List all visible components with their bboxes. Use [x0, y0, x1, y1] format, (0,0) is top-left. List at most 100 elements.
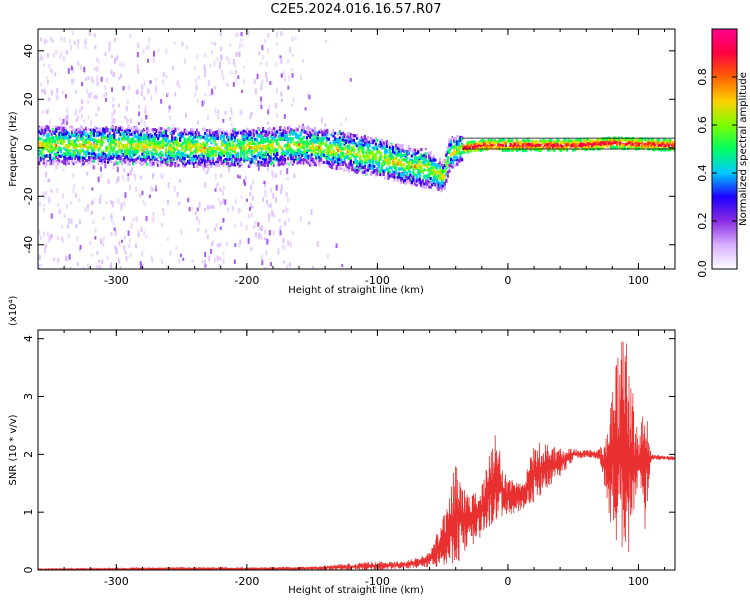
heatmap-cell	[88, 137, 91, 141]
heatmap-cell	[401, 172, 404, 176]
heatmap-cell	[379, 170, 382, 174]
heatmap-cell	[307, 161, 310, 165]
heatmap-speckle	[225, 241, 228, 247]
heatmap-cell	[128, 163, 132, 167]
heatmap-speckle	[133, 172, 136, 177]
heatmap-cell	[204, 146, 207, 150]
heatmap-cell	[362, 171, 365, 175]
heatmap-cell	[236, 127, 240, 131]
heatmap-cell	[459, 151, 462, 155]
heatmap-speckle	[84, 39, 87, 45]
heatmap-cell	[428, 151, 431, 155]
heatmap-cell	[507, 148, 511, 152]
heatmap-cell	[183, 149, 186, 153]
heatmap-cell	[504, 141, 507, 145]
heatmap-cell	[426, 165, 429, 169]
heatmap-speckle	[122, 86, 125, 91]
heatmap-speckle	[302, 123, 305, 129]
heatmap-cell	[233, 163, 236, 167]
heatmap-cell	[365, 151, 368, 155]
heatmap-speckle	[222, 258, 225, 264]
heatmap-cell	[410, 158, 414, 162]
heatmap-cell	[431, 155, 434, 159]
heatmap-cell	[379, 157, 382, 161]
heatmap-cell	[225, 144, 229, 148]
heatmap-cell	[437, 172, 440, 176]
heatmap-cell	[387, 160, 390, 164]
heatmap-speckle	[287, 59, 290, 64]
heatmap-cell	[413, 173, 417, 177]
heatmap-cell	[307, 159, 310, 163]
heatmap-cell	[121, 126, 124, 130]
heatmap-cell	[301, 153, 304, 157]
heatmap-cell	[163, 157, 166, 161]
heatmap-speckle	[152, 217, 155, 223]
heatmap-cell	[323, 160, 326, 164]
heatmap-cell	[359, 139, 362, 143]
heatmap-speckle	[217, 197, 220, 201]
heatmap-cell	[213, 127, 216, 131]
heatmap-cell	[421, 183, 424, 187]
heatmap-cell	[482, 146, 486, 150]
heatmap-cell	[340, 167, 343, 171]
heatmap-cell	[276, 157, 279, 161]
heatmap-speckle	[70, 218, 73, 224]
heatmap-cell	[147, 129, 150, 133]
heatmap-cell	[191, 132, 194, 136]
heatmap-cell	[539, 143, 542, 147]
heatmap-cell	[359, 153, 362, 157]
heatmap-cell	[58, 132, 61, 136]
heatmap-cell	[376, 145, 379, 149]
heatmap-cell	[64, 156, 67, 160]
heatmap-cell	[316, 164, 320, 168]
heatmap-speckle	[76, 236, 79, 242]
heatmap-cell	[95, 128, 99, 132]
heatmap-cell	[199, 142, 202, 146]
heatmap-cell	[215, 130, 218, 134]
heatmap-cell	[169, 140, 172, 144]
heatmap-cell	[335, 138, 338, 142]
heatmap-cell	[371, 139, 374, 143]
heatmap-cell	[288, 148, 291, 152]
heatmap-cell	[412, 177, 415, 181]
heatmap-cell	[399, 173, 403, 177]
heatmap-cell	[545, 142, 548, 146]
heatmap-cell	[276, 148, 279, 152]
heatmap-cell	[122, 146, 125, 150]
heatmap-cell	[229, 132, 232, 136]
heatmap-cell	[287, 157, 290, 161]
heatmap-cell	[45, 159, 49, 163]
heatmap-cell	[48, 153, 52, 157]
heatmap-cell	[47, 139, 50, 143]
heatmap-cell	[335, 166, 338, 170]
heatmap-cell	[191, 163, 194, 167]
heatmap-speckle	[92, 140, 95, 145]
heatmap-cell	[121, 144, 124, 148]
heatmap-speckle	[287, 218, 290, 222]
heatmap-cell	[45, 162, 49, 166]
heatmap-speckle	[260, 105, 263, 109]
heatmap-cell	[122, 158, 125, 162]
heatmap-cell	[536, 140, 539, 144]
heatmap-cell	[355, 170, 359, 174]
heatmap-cell	[326, 161, 329, 165]
heatmap-speckle	[146, 114, 149, 120]
heatmap-cell	[92, 161, 96, 165]
heatmap-cell	[233, 160, 236, 164]
heatmap-cell	[80, 143, 83, 147]
heatmap-cell	[310, 157, 313, 161]
heatmap-speckle	[66, 107, 69, 114]
heatmap-cell	[52, 131, 55, 135]
heatmap-cell	[249, 132, 252, 136]
heatmap-speckle	[232, 59, 235, 65]
heatmap-cell	[374, 168, 377, 172]
heatmap-speckle	[234, 63, 237, 68]
heatmap-cell	[473, 140, 476, 144]
heatmap-cell	[376, 166, 379, 170]
heatmap-cell	[251, 147, 254, 151]
heatmap-speckle	[210, 88, 213, 95]
heatmap-speckle	[161, 259, 164, 264]
heatmap-cell	[401, 158, 404, 162]
heatmap-speckle	[208, 255, 211, 262]
heatmap-cell	[166, 134, 169, 138]
